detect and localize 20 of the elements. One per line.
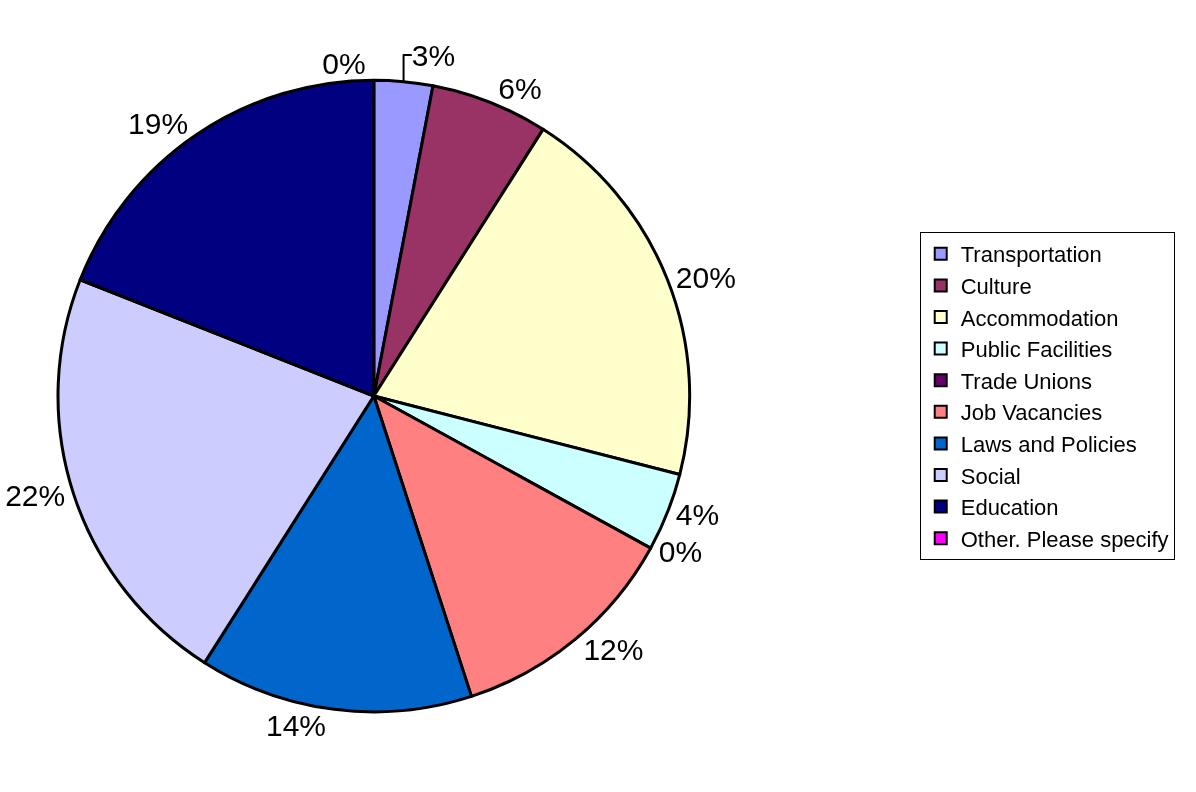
legend-label: Accommodation [960, 305, 1119, 331]
legend-label: Public Facilities [960, 337, 1113, 363]
text: 0% [658, 535, 703, 569]
data-label: 6% [498, 71, 542, 105]
legend-label: Laws and Policies [960, 431, 1137, 457]
data-label: 20% [675, 261, 736, 294]
data-label: 22% [5, 478, 66, 512]
data-label: 19% [128, 106, 189, 140]
legend-label: Education [960, 495, 1059, 521]
legend-label: Other. Please specify [960, 526, 1169, 552]
legend-label: Transportation [960, 242, 1102, 268]
text: 0% [322, 47, 366, 81]
data-label: 3% [411, 38, 456, 72]
legend-label: Job Vacancies [960, 400, 1103, 426]
data-label: 14% [265, 709, 326, 743]
legend-label: Culture [960, 273, 1032, 299]
data-label: 4% [675, 498, 720, 531]
legend-label: Trade Unions [960, 368, 1092, 394]
legend-label: Social [960, 463, 1021, 489]
data-label: 12% [583, 632, 644, 666]
